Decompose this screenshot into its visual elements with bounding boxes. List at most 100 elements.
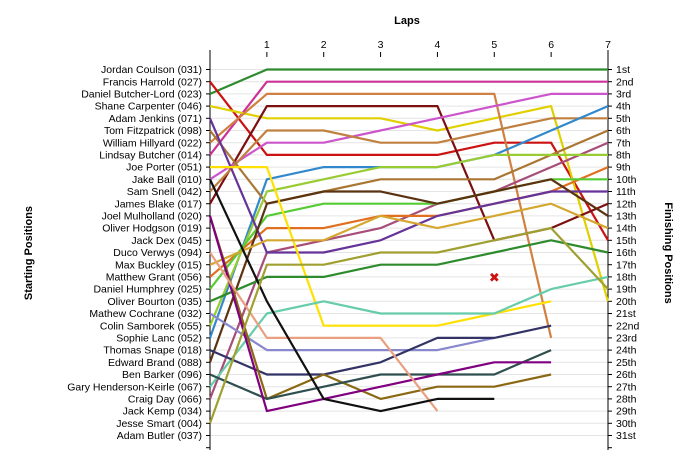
x-tick-label: 1 [264,39,270,51]
series-line [209,92,608,181]
finishing-label: 30th [616,418,637,430]
starting-label: Francis Harrold (027) [103,76,202,88]
finishing-label: 21st [616,308,636,320]
finishing-label: 16th [616,247,637,259]
starting-label: Joe Porter (051) [126,162,202,174]
finishing-label: 24th [616,345,637,357]
starting-label: Gary Henderson-Keirle (067) [67,381,202,393]
series-line [209,312,495,352]
starting-label: Oliver Bourton (035) [107,296,202,308]
finishing-label: 4th [616,101,631,113]
starting-label: Shane Carpenter (046) [95,101,202,113]
starting-label: Jack Dex (045) [131,235,202,247]
starting-label: Jesse Smart (004) [116,418,202,430]
finishing-label: 17th [616,259,637,271]
starting-label: Craig Day (066) [128,394,202,406]
series-line [208,227,609,424]
starting-label: Colin Samborek (055) [100,320,202,332]
x-tick-label: 7 [605,39,611,51]
finishing-label: 20th [616,296,637,308]
x-axis-title: Laps [394,15,420,27]
finishing-label: 23rd [616,333,637,345]
starting-label: James Blake (017) [114,198,202,210]
series-line [209,239,609,303]
y-axis-title-left: Starting Positions [23,206,35,300]
starting-label: Daniel Butcher-Lord (023) [81,89,202,101]
y-axis-title-right: Finishing Positions [662,202,674,303]
series-line [208,215,552,413]
finishing-label: 22nd [616,320,640,332]
starting-label: Adam Butler (037) [117,430,202,442]
axes [206,50,612,450]
starting-label: Tom Fitzpatrick (098) [104,125,202,137]
starting-label: Joel Mulholland (020) [102,211,202,223]
finishing-label: 26th [616,369,637,381]
x-tick-label: 6 [548,39,554,51]
x-tick-label: 5 [491,39,497,51]
series-line [209,324,552,376]
series-line [209,251,439,412]
starting-label: Jack Kemp (034) [123,406,202,418]
starting-label: Edward Brand (088) [108,357,202,369]
finishing-label: 31st [616,430,636,442]
retired-marker: ✖ [489,271,500,286]
series-line [209,178,495,413]
finishing-label: 9th [616,162,631,174]
x-tick-labels: 1 2 3 4 5 6 7 [264,39,611,51]
series-line [209,68,608,95]
series-line [209,81,609,241]
starting-label: Jake Ball (010) [132,174,202,186]
finishing-label: 3rd [616,89,631,101]
starting-label: Max Buckley (015) [115,259,202,271]
series-line [209,80,608,156]
series-line [208,178,609,363]
finishing-label: 14th [616,223,637,235]
series-line [209,117,608,193]
finishing-label: 29th [616,406,637,418]
x-tick-label: 3 [378,39,384,51]
finishing-label: 19th [616,284,637,296]
starting-labels: Jordan Coulson (031)Francis Harrold (027… [67,64,202,442]
starting-label: Ben Barker (096) [122,369,202,381]
finishing-label: 5th [616,113,631,125]
starting-label: Sam Snell (042) [127,186,202,198]
starting-label: Sophie Lanc (052) [116,333,202,345]
starting-label: Adam Jenkins (071) [109,113,202,125]
starting-label: Daniel Humphrey (025) [93,284,202,296]
series-lines [208,68,610,424]
series-line [209,202,609,266]
finishing-label: 27th [616,381,637,393]
markers: ✖ [489,271,500,286]
series-line [208,117,608,254]
series-line [209,275,609,388]
finishing-label: 11th [616,186,636,198]
finishing-labels: 1st2nd3rd4th5th6th7th8th9th10th11th12th1… [616,64,640,442]
starting-label: Lindsay Butcher (014) [99,150,202,162]
starting-label: Duco Verwys (094) [113,247,202,259]
finishing-label: 13th [616,211,637,223]
finishing-label: 8th [616,150,631,162]
x-tick-label: 4 [435,39,441,51]
series-line [208,153,608,327]
starting-label: William Hillyard (022) [103,137,202,149]
finishing-label: 25th [616,357,637,369]
starting-label: Mathew Cochrane (032) [89,308,202,320]
finishing-label: 10th [616,174,637,186]
series-line [209,92,553,339]
finishing-label: 7th [616,137,631,149]
starting-label: Matthew Grant (056) [106,272,202,284]
series-line [209,349,552,400]
finishing-label: 15th [616,235,637,247]
finishing-label: 28th [616,394,637,406]
finishing-label: 1st [616,64,630,76]
starting-label: Thomas Snape (018) [103,345,202,357]
finishing-label: 6th [616,125,631,137]
finishing-label: 18th [616,272,637,284]
finishing-label: 2nd [616,76,634,88]
starting-label: Oliver Hodgson (019) [102,223,202,235]
starting-label: Jordan Coulson (031) [101,64,202,76]
x-tick-label: 2 [321,39,327,51]
finishing-label: 12th [616,198,637,210]
